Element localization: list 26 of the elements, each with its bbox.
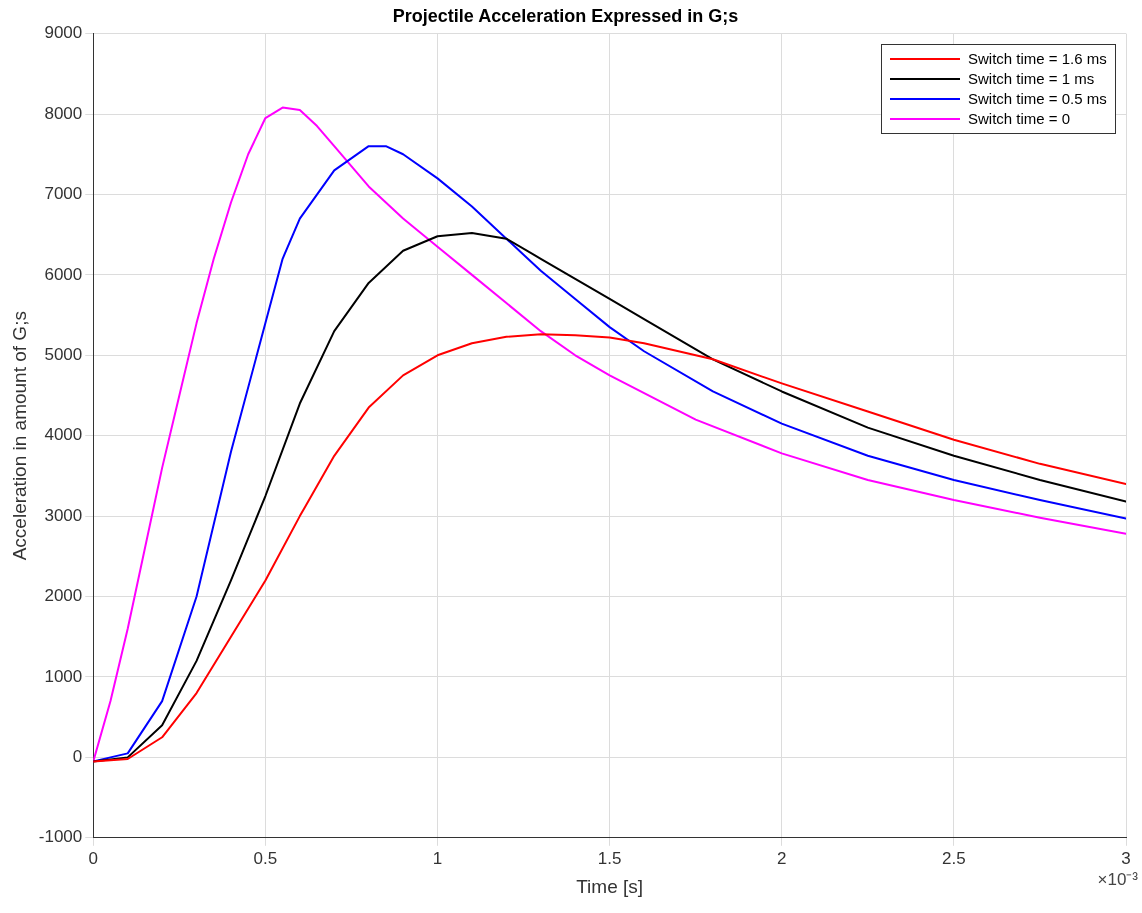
text: ×10⁻³ — [1097, 869, 1139, 889]
chart-title: Projectile Acceleration Expressed in G;s — [392, 5, 739, 26]
y-tick-label: 2000 — [44, 586, 83, 606]
legend-label: Switch time = 1.6 ms — [968, 50, 1107, 68]
x-tick-label: 3 — [1121, 848, 1131, 868]
y-tick-label: 0 — [72, 747, 83, 767]
legend-label: Switch time = 0 — [968, 110, 1071, 128]
y-tick-label: 5000 — [44, 344, 83, 364]
x-axis-title: Time [s] — [576, 875, 644, 897]
legend-label: Switch time = 1 ms — [968, 70, 1095, 88]
y-tick-label: -1000 — [38, 827, 83, 847]
legend-label: Switch time = 0.5 ms — [968, 90, 1107, 108]
y-tick-label: 6000 — [44, 264, 83, 284]
x-tick-label: 2.5 — [942, 848, 966, 868]
x-tick-label: 2 — [777, 848, 787, 868]
y-tick-label: 3000 — [44, 505, 83, 525]
x-tick-label: 0.5 — [253, 848, 278, 868]
x-tick-label: 1 — [432, 848, 443, 868]
y-tick-label: 8000 — [44, 103, 83, 123]
y-tick-label: 7000 — [44, 184, 83, 204]
x-tick-label: 1.5 — [597, 848, 622, 868]
y-axis-title: Acceleration in amount of G;s — [8, 311, 30, 561]
y-tick-label: 4000 — [44, 425, 83, 445]
y-tick-label: 1000 — [44, 666, 83, 686]
y-tick-label: 9000 — [44, 23, 83, 43]
x-tick-label: 0 — [88, 848, 99, 868]
